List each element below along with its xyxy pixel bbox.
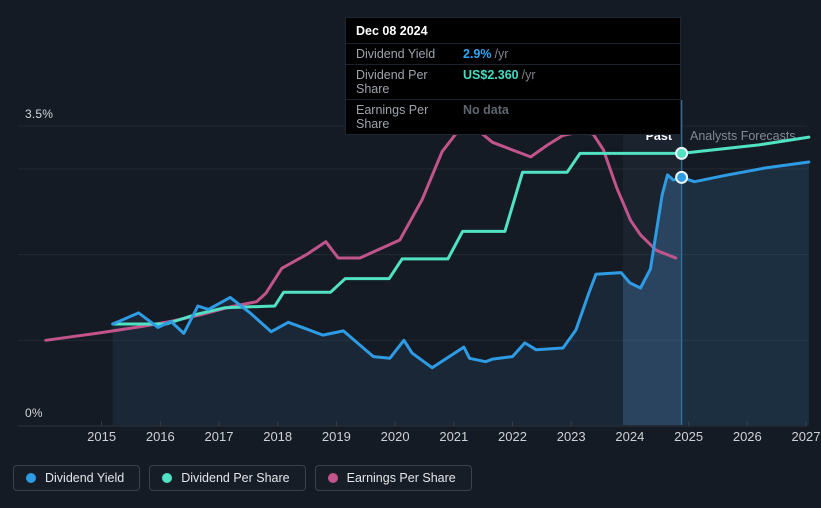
- earnings-per-share-dot-icon: [327, 473, 338, 483]
- chart-plot-area[interactable]: [0, 0, 821, 460]
- earnings-per-share-line: [44, 123, 678, 342]
- tooltip-label: Earnings Per Share: [356, 103, 429, 131]
- legend-item-dividend-per-share[interactable]: Dividend Per Share: [149, 465, 306, 491]
- tooltip-unit: /yr: [521, 68, 536, 82]
- recent-period-band: [622, 126, 682, 425]
- chart-tooltip: Dec 08 2024 Dividend Yield 2.9% /yr Divi…: [345, 17, 681, 135]
- dividend-yield-area-forecast: [681, 162, 809, 425]
- tooltip-label: Dividend Per Share: [356, 68, 428, 96]
- tooltip-row-dividend-yield: Dividend Yield 2.9% /yr: [346, 43, 680, 64]
- tooltip-value: 2.9%: [463, 47, 492, 61]
- legend-label: Dividend Yield: [45, 471, 125, 485]
- dividend-yield-line: [111, 160, 811, 370]
- y-axis-top-label: 3.5%: [25, 107, 54, 121]
- tooltip-value: US$2.360: [463, 68, 519, 82]
- dividend-yield-marker[interactable]: [675, 170, 689, 184]
- dividend-per-share-dot-icon: [162, 473, 173, 483]
- dividend-yield-dot-icon: [26, 473, 36, 483]
- tooltip-label: Dividend Yield: [356, 47, 436, 61]
- tooltip-unit: /yr: [494, 47, 509, 61]
- dividend-per-share-line: [111, 135, 811, 326]
- tooltip-row-dividend-per-share: Dividend Per Share US$2.360 /yr: [346, 64, 680, 99]
- dividend-per-share-marker[interactable]: [675, 146, 689, 160]
- dividend-yield-area-past: [112, 272, 623, 425]
- legend-label: Earnings Per Share: [346, 471, 456, 485]
- y-axis-bottom-label: 0%: [25, 406, 43, 420]
- tooltip-row-earnings-per-share: Earnings Per Share No data: [346, 99, 680, 134]
- legend-label: Dividend Per Share: [181, 471, 290, 485]
- forecast-label: Analysts Forecasts: [690, 129, 796, 143]
- legend-item-earnings-per-share[interactable]: Earnings Per Share: [314, 465, 472, 491]
- chart-legend: Dividend Yield Dividend Per Share Earnin…: [13, 465, 472, 491]
- dividend-yield-area-band: [622, 174, 682, 425]
- tooltip-date: Dec 08 2024: [356, 24, 428, 38]
- legend-item-dividend-yield[interactable]: Dividend Yield: [13, 465, 141, 491]
- tooltip-value: No data: [463, 103, 509, 117]
